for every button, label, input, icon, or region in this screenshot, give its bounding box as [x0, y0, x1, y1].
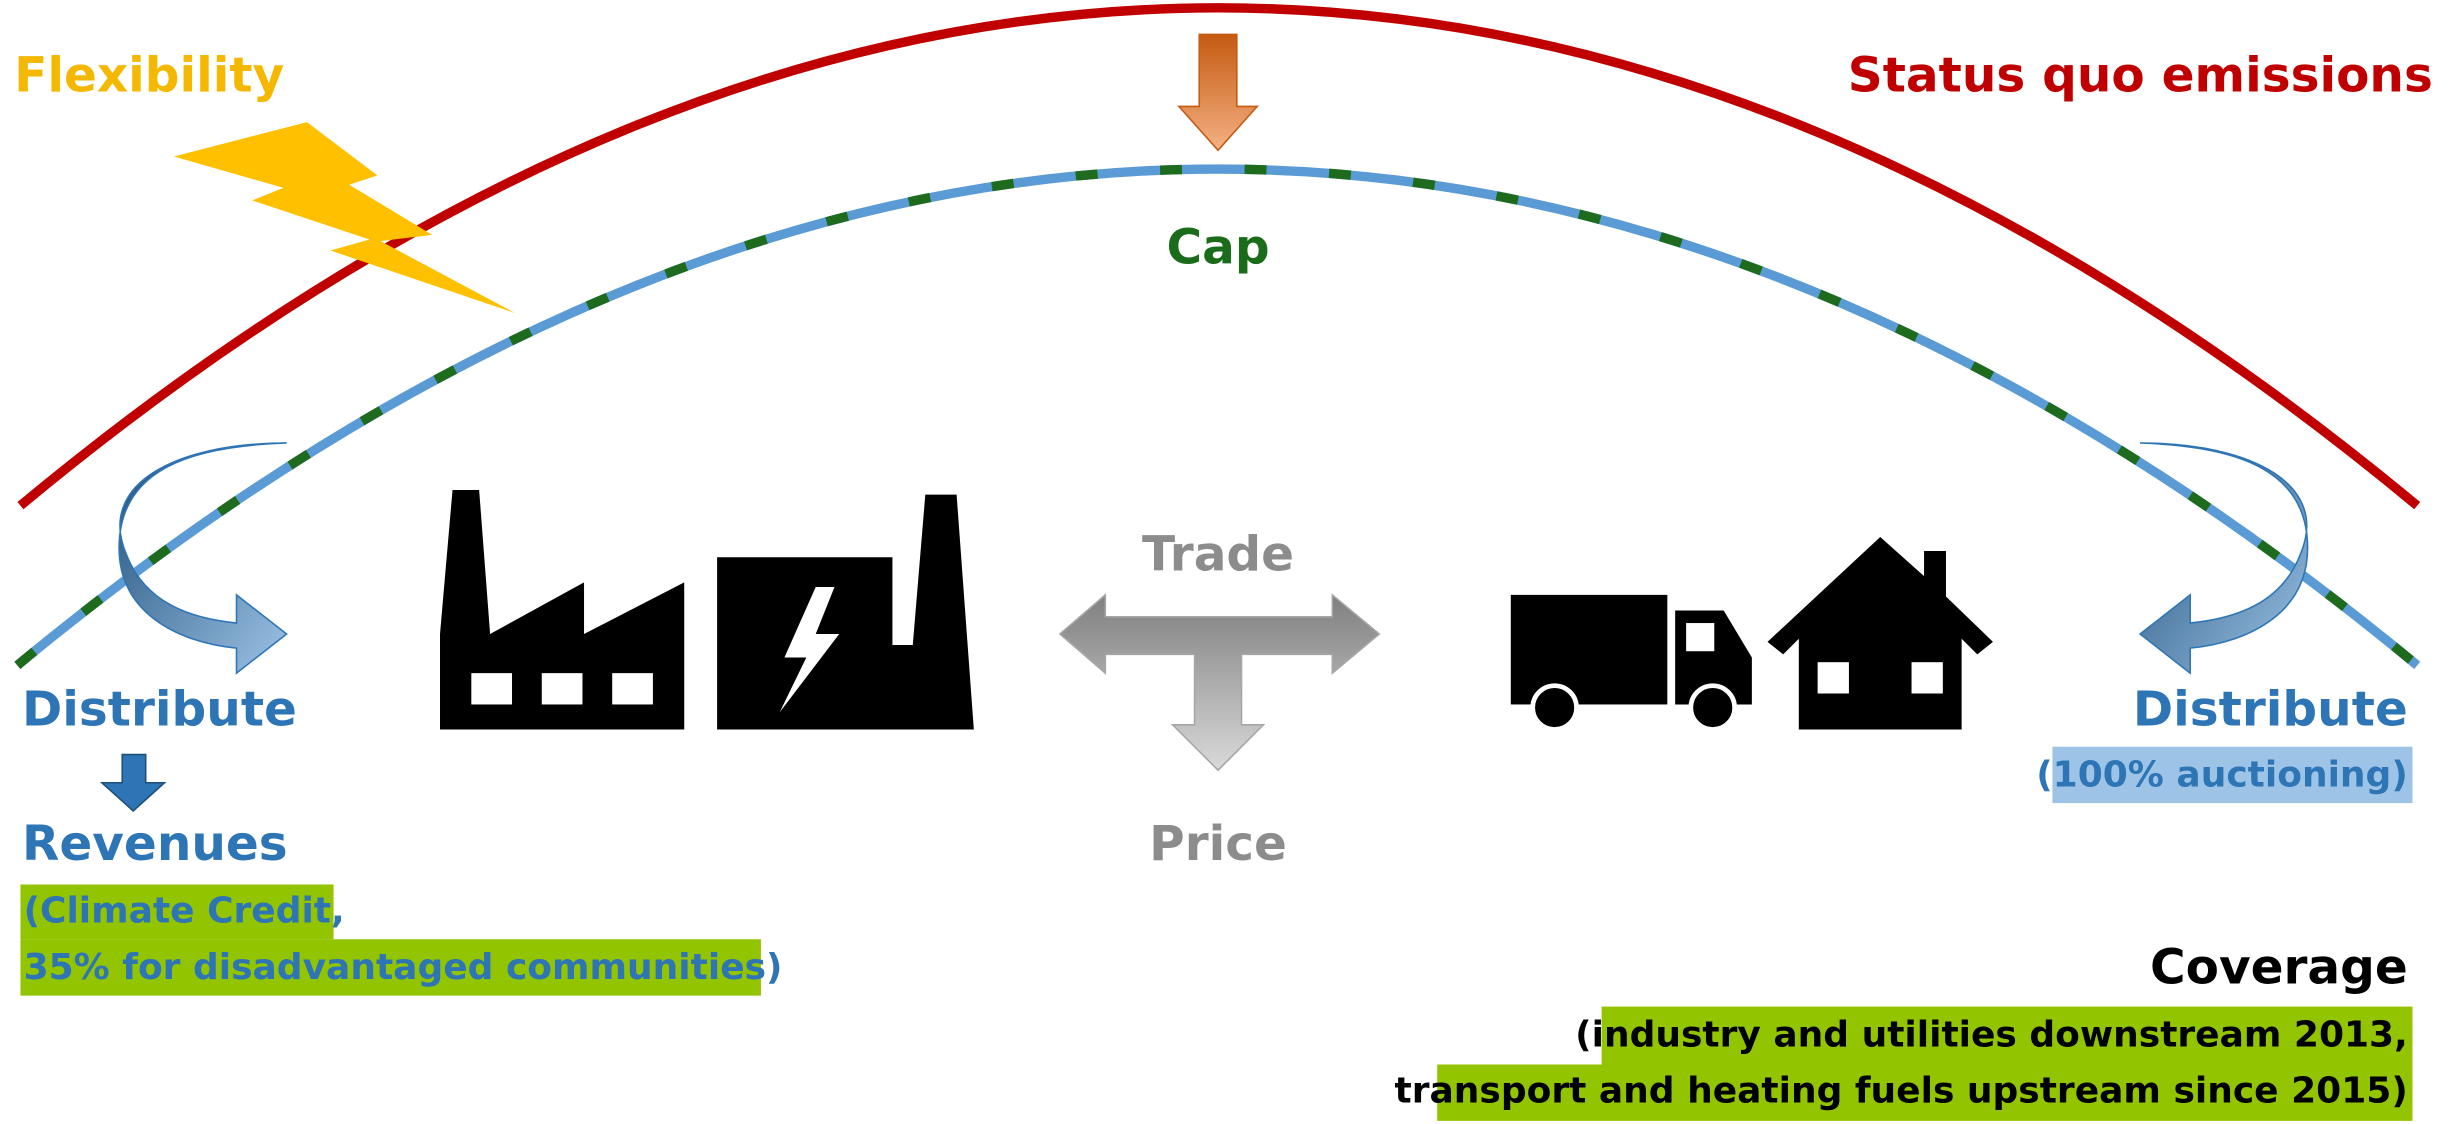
truck-icon [1510, 594, 1668, 705]
label: Distribute [2133, 681, 2408, 737]
power-plant-icon [717, 494, 974, 730]
lightning [173, 122, 516, 314]
window [1911, 662, 1943, 694]
label: Status quo emissions [1848, 47, 2433, 103]
cap-arc-dash [14, 164, 2421, 669]
bolt [779, 587, 840, 713]
cap-arrow [1177, 33, 1259, 152]
label: Trade [1142, 526, 1294, 582]
trade-arrow [1058, 593, 1381, 772]
note: (industry and utilities downstream 2013, [1575, 1014, 2408, 1055]
truck-window [1686, 623, 1715, 652]
note: (100% auctioning) [2036, 754, 2408, 795]
wheel [1530, 683, 1579, 732]
label: Revenues [22, 816, 288, 872]
window [612, 673, 653, 705]
window [1817, 662, 1849, 694]
label: Flexibility [14, 47, 284, 103]
label: Price [1149, 816, 1287, 872]
revenues-arrow [99, 753, 167, 812]
house-icon [1767, 536, 1993, 730]
highlight [20, 884, 334, 940]
highlight [20, 939, 761, 996]
label: Coverage [2150, 940, 2408, 996]
note: (Climate Credit, [24, 891, 345, 932]
highlight [2052, 746, 2413, 804]
distribute-arrow [118, 442, 288, 675]
status-quo-arc [17, 3, 2421, 510]
note: 35% for disadvantaged communities) [24, 947, 783, 988]
highlight [1437, 1064, 2413, 1121]
label: Distribute [22, 681, 297, 737]
highlight [1601, 1006, 2413, 1065]
wheel [1688, 683, 1737, 732]
factory-icon [440, 489, 685, 730]
window [471, 673, 513, 705]
window [541, 673, 583, 705]
distribute-arrow [2138, 442, 2309, 675]
note: transport and heating fuels upstream sin… [1395, 1071, 2408, 1112]
label: Cap [1167, 219, 1270, 275]
